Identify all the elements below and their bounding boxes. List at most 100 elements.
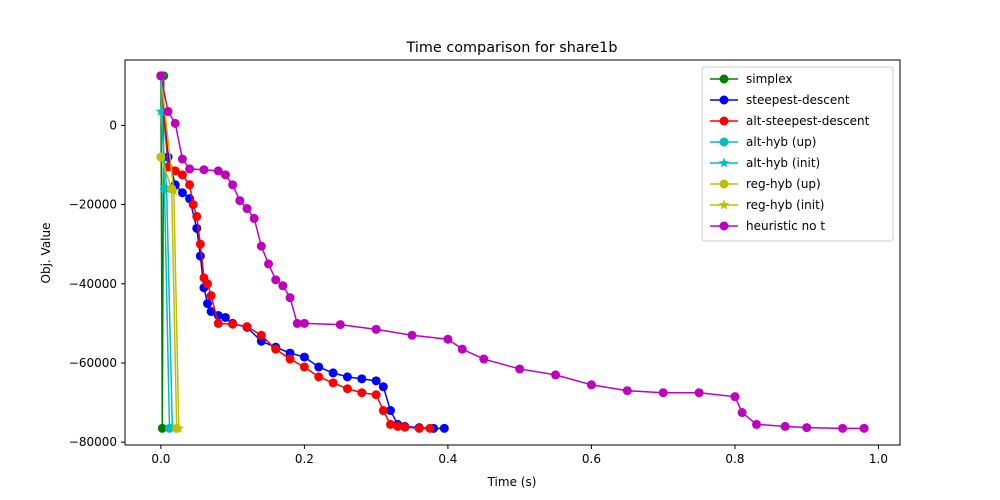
x-tick-label: 0.4 [438,452,457,466]
data-point [393,421,403,431]
data-point [192,223,202,233]
y-axis-title: Obj. Value [39,223,53,284]
data-point [737,408,747,418]
data-point [195,251,205,261]
legend-swatch-marker [718,157,730,168]
data-point [242,204,252,214]
data-point [213,166,223,176]
data-point [203,279,213,289]
series-2 [156,71,435,433]
data-point [173,422,185,433]
data-point [425,423,435,433]
data-point [342,384,352,394]
data-point [299,352,309,362]
data-point [780,421,790,431]
data-point [586,380,596,390]
x-tick-label: 0.2 [295,452,314,466]
data-point [838,423,848,433]
data-point [177,154,187,164]
data-point [371,376,381,386]
data-point [357,374,367,384]
data-point [156,71,166,81]
data-point [414,423,424,433]
series-6 [155,70,185,433]
data-point [220,312,230,322]
legend-item: heuristic no t [710,219,825,233]
y-tick-label: −20000 [69,198,117,212]
data-point [271,275,281,285]
data-point [163,106,173,116]
series-7 [156,71,869,433]
data-point [170,166,180,176]
legend: simplex steepest-descent alt-steepest-desc… [701,66,894,242]
data-point [155,105,167,117]
legend-label: simplex [746,72,793,86]
x-axis-title: Time (s) [487,475,537,489]
series-layer [155,70,869,433]
legend-item: steepest-descent [710,93,850,107]
legend-swatch-marker [719,116,729,126]
x-tick-label: 0.8 [725,452,744,466]
legend-item: reg-hyb (init) [710,198,824,212]
data-point [292,318,302,328]
data-point [335,320,345,330]
legend-item: alt-hyb (init) [710,156,820,170]
y-tick-label: −40000 [69,277,117,291]
legend-label: reg-hyb (up) [746,177,821,191]
legend-swatch-marker [719,95,729,105]
data-point [206,307,216,317]
data-point [256,330,266,340]
plot-area [124,59,901,446]
data-point [515,364,525,374]
data-point [242,322,252,332]
data-point [407,330,417,340]
data-point [328,368,338,378]
legend-item: reg-hyb (up) [710,177,821,191]
data-point [378,382,388,392]
data-point [299,362,309,372]
y-tick-label: 0 [109,118,117,132]
legend-label: reg-hyb (init) [746,198,824,212]
data-point [751,419,761,429]
data-point [859,423,869,433]
data-point [802,423,812,433]
plot-frame [124,59,901,446]
x-axis: 0.0 0.2 0.4 0.6 0.8 1.0 [151,445,888,466]
data-point [439,423,449,433]
data-point [185,180,195,190]
data-point [177,188,187,198]
legend-item: alt-steepest-descent [710,114,870,128]
series-line [160,75,445,430]
data-point [285,293,295,303]
y-tick-label: −60000 [69,356,117,370]
data-point [443,334,453,344]
x-tick-label: 1.0 [869,452,888,466]
data-point [213,318,223,328]
legend-label: alt-steepest-descent [746,114,870,128]
x-tick-label: 0.6 [582,452,601,466]
data-point [386,406,396,416]
data-point [199,165,209,175]
data-point [400,422,410,432]
legend-swatch-marker [719,221,729,231]
legend-swatch-marker [719,137,729,147]
data-point [314,372,324,382]
y-tick-label: −80000 [69,435,117,449]
data-point [299,318,309,328]
legend-swatch-marker [719,74,729,84]
data-point [314,362,324,372]
data-point [249,213,259,223]
data-point [285,354,295,364]
legend-item: simplex [710,72,793,86]
data-point [386,419,396,429]
data-point [188,200,198,210]
legend-label: alt-hyb (up) [746,135,816,149]
data-point [235,196,245,206]
chart-title: Time comparison for share1b [406,40,618,56]
x-tick-label: 0.0 [151,452,170,466]
data-point [342,372,352,382]
data-point [161,183,172,194]
legend-box [701,66,894,242]
data-point [694,388,704,398]
data-point [157,423,167,433]
